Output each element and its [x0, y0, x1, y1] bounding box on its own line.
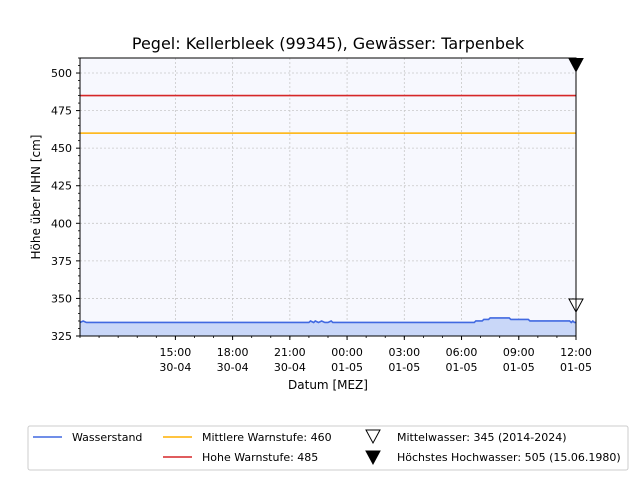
grid-lines: [80, 58, 577, 337]
x-tick-label-time: 00:00: [331, 346, 363, 359]
legend: Wasserstand Mittlere Warnstufe: 460 Hohe…: [27, 425, 629, 471]
x-tick-label-date: 01-05: [388, 361, 420, 374]
x-tick-label-date: 30-04: [274, 361, 306, 374]
x-tick-label-date: 01-05: [560, 361, 592, 374]
x-tick-label-date: 30-04: [159, 361, 191, 374]
chart-title: Pegel: Kellerbleek (99345), Gewässer: Ta…: [132, 34, 525, 53]
y-tick-label: 425: [51, 180, 72, 193]
legend-filled-triangle-icon: [365, 450, 381, 466]
x-tick-label-time: 21:00: [274, 346, 306, 359]
water-level-line: [79, 317, 576, 324]
x-tick-label-date: 01-05: [503, 361, 535, 374]
x-tick-label-time: 06:00: [446, 346, 478, 359]
x-tick-label-time: 12:00: [560, 346, 592, 359]
water-level-area-layer: [80, 317, 576, 336]
legend-label-mittelwasser: Mittelwasser: 345 (2014-2024): [397, 431, 567, 444]
x-tick-label-time: 15:00: [160, 346, 192, 359]
legend-label-hoechstes-hochwasser: Höchstes Hochwasser: 505 (15.06.1980): [397, 451, 621, 464]
x-tick-label-time: 09:00: [503, 346, 535, 359]
y-axis-ticks: 325 350 375 400 425 450 475 500: [51, 57, 80, 343]
y-tick-label: 400: [51, 217, 72, 230]
y-tick-label: 325: [51, 330, 72, 343]
water-level-area: [80, 317, 576, 336]
x-tick-label-date: 30-04: [217, 361, 249, 374]
x-tick-label-date: 01-05: [446, 361, 478, 374]
y-tick-label: 500: [51, 67, 72, 80]
legend-label-mittlere-warnstufe: Mittlere Warnstufe: 460: [202, 431, 332, 444]
legend-label-hohe-warnstufe: Hohe Warnstufe: 485: [202, 451, 318, 464]
x-tick-label-date: 01-05: [331, 361, 363, 374]
y-tick-label: 475: [51, 105, 72, 118]
y-tick-label: 375: [51, 255, 72, 268]
plot-area: [80, 58, 576, 336]
x-axis-label: Datum [MEZ]: [288, 378, 368, 392]
x-axis-ticks: 15:00 30-04 18:00 30-04 21:00 30-04 00:00 01-05…: [79, 336, 592, 374]
y-tick-label: 450: [51, 142, 72, 155]
y-tick-label: 350: [51, 292, 72, 305]
x-tick-label-time: 18:00: [217, 346, 249, 359]
legend-open-triangle-icon: [365, 429, 381, 445]
series-lines-layer: [79, 94, 576, 324]
legend-label-wasserstand: Wasserstand: [72, 431, 142, 444]
x-tick-label-time: 03:00: [388, 346, 420, 359]
y-axis-label: Höhe über NHN [cm]: [29, 135, 43, 260]
